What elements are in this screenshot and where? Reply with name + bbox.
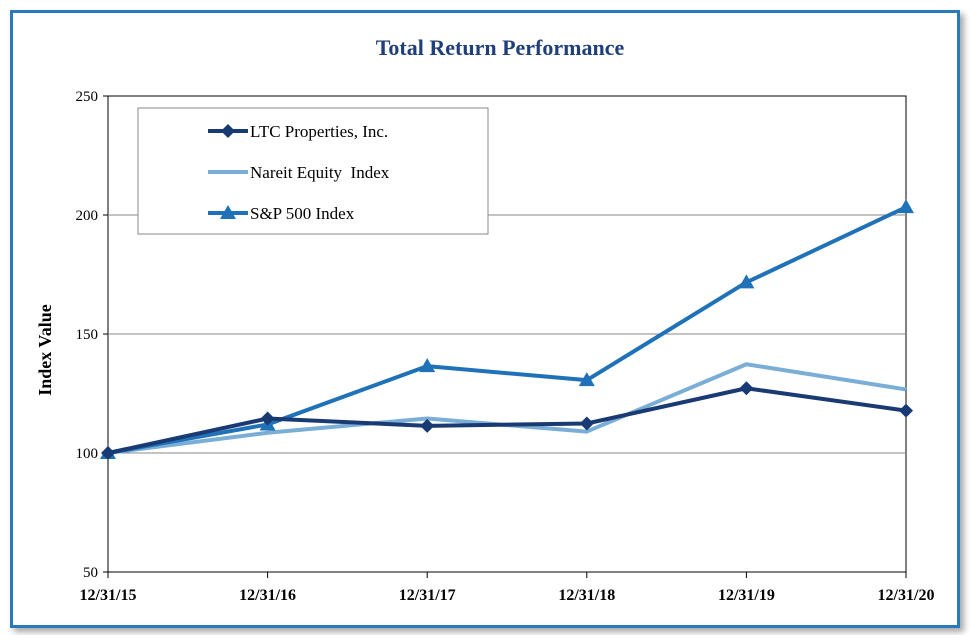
x-tick-label: 12/31/15 — [80, 587, 137, 604]
chart-title: Total Return Performance — [376, 35, 625, 60]
legend-label-s-p-500-index: S&P 500 Index — [250, 204, 355, 223]
x-tick-label: 12/31/17 — [399, 587, 456, 604]
series-line-nareit-equity-index — [107, 362, 907, 455]
x-tick-label: 12/31/20 — [878, 587, 935, 604]
y-tick-label: 250 — [76, 89, 99, 105]
line-chart: Total Return Performance Index Value 50 1… — [35, 35, 935, 604]
data-point-ltc-properties-inc — [899, 403, 913, 418]
data-point-ltc-properties-inc — [579, 416, 594, 431]
data-point-ltc-properties-inc — [260, 411, 275, 426]
data-point-s-p-500-index — [419, 358, 436, 373]
y-axis-label: Index Value — [35, 304, 55, 396]
x-tick-label: 12/31/19 — [718, 587, 775, 604]
data-point-ltc-properties-inc — [739, 381, 754, 396]
x-tick-label: 12/31/18 — [558, 587, 615, 604]
legend-label-nareit-equity-index: Nareit Equity Index — [250, 163, 390, 182]
legend-marker-s-p-500-index — [220, 205, 236, 219]
y-tick-label: 200 — [76, 208, 99, 224]
y-tick-label: 50 — [83, 565, 98, 581]
series-line-ltc-properties-inc — [107, 386, 907, 455]
data-point-s-p-500-index — [738, 274, 755, 289]
legend-box — [137, 107, 489, 235]
data-point-ltc-properties-inc — [420, 418, 435, 433]
legend-label-ltc-properties-inc: LTC Properties, Inc. — [250, 122, 388, 141]
y-tick-label: 150 — [76, 327, 99, 343]
data-point-ltc-properties-inc — [101, 446, 115, 460]
chart-frame: Total Return Performance Index Value 50 1… — [10, 10, 960, 628]
legend-marker-ltc-properties-inc — [221, 124, 235, 138]
plot-area: 50 100 150 200 250 12/31/15 12/31/16 12/31/17 12… — [76, 89, 935, 604]
data-point-s-p-500-index — [578, 372, 595, 387]
series-line-s-p-500-index — [107, 205, 907, 455]
x-tick-label: 12/31/16 — [239, 587, 296, 604]
y-tick-label: 100 — [76, 446, 99, 462]
legend: LTC Properties, Inc. Nareit Equity Index S… — [137, 107, 489, 235]
data-point-s-p-500-index — [898, 199, 914, 214]
